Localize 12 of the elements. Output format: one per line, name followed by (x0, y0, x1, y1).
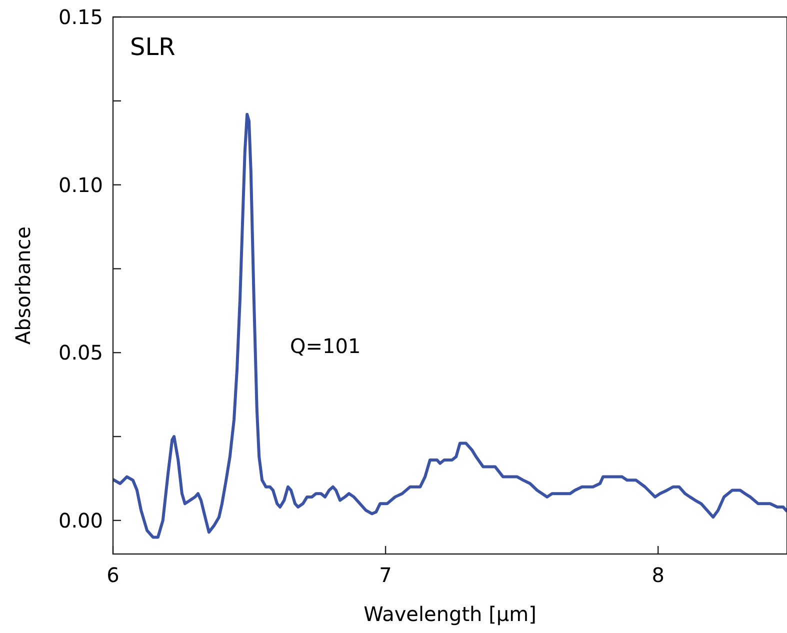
y-axis-title: Absorbance (11, 226, 35, 345)
y-tick-label: 0.10 (58, 172, 103, 197)
y-tick-label: 0.05 (58, 340, 103, 365)
x-tick-label: 7 (379, 563, 392, 587)
y-tick-label: 0.00 (58, 508, 103, 532)
annotation: Q=101 (290, 334, 361, 358)
text: SLR (130, 33, 176, 61)
line-series (113, 112, 787, 539)
x-tick-label: 6 (106, 563, 120, 587)
x-tick-label: 8 (652, 563, 664, 587)
x-axis-title: Wavelength [μm] (364, 602, 536, 626)
y-tick-label: 0.15 (58, 5, 103, 29)
